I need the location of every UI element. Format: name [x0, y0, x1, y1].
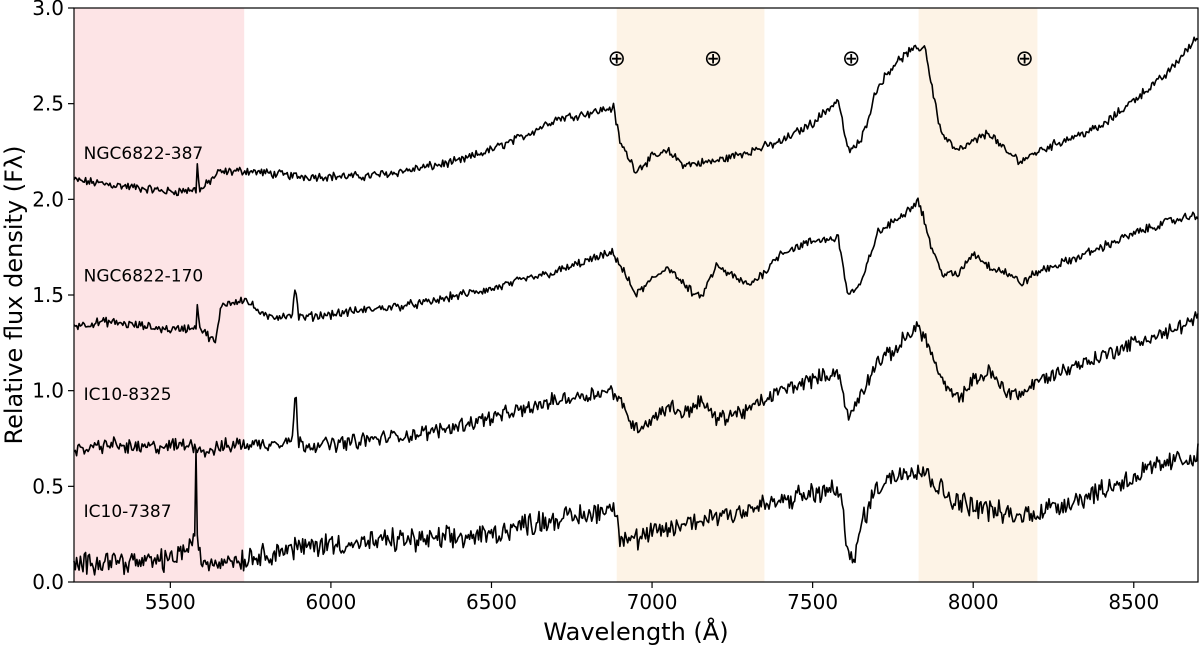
x-tick-label: 6500 [466, 590, 517, 614]
y-tick-label: 3.0 [32, 0, 64, 20]
shaded-regions [74, 8, 1038, 582]
spectrum-line-1 [73, 36, 1199, 197]
spectrum-line-3 [73, 311, 1199, 458]
series-label-4: IC10-7387 [84, 502, 172, 522]
shaded-region-1 [74, 8, 245, 582]
shaded-region-2 [616, 8, 765, 582]
spectrum-line-4 [73, 443, 1199, 576]
y-tick-label: 2.0 [32, 187, 64, 211]
x-tick-label: 5500 [145, 590, 196, 614]
spectrum-line-2 [73, 197, 1199, 344]
telluric-marker-2: ⊕ [704, 47, 722, 72]
y-tick-label: 0.5 [32, 474, 64, 498]
x-axis-title: Wavelength (Å) [543, 617, 728, 646]
spectra-lines [73, 36, 1199, 576]
y-tick-label: 2.5 [32, 92, 64, 116]
y-tick-label: 1.0 [32, 379, 64, 403]
telluric-marker-3: ⊕ [842, 47, 860, 72]
telluric-marker-4: ⊕ [1015, 47, 1033, 72]
y-tick-label: 1.5 [32, 283, 64, 307]
x-tick-label: 8500 [1108, 590, 1159, 614]
telluric-markers: ⊕ ⊕ ⊕ ⊕ [608, 47, 1034, 72]
shaded-region-3 [918, 8, 1038, 582]
y-tick-label: 0.0 [32, 570, 64, 594]
x-tick-label: 7000 [627, 590, 678, 614]
series-label-1: NGC6822-387 [84, 144, 204, 164]
x-tick-label: 8000 [948, 590, 999, 614]
series-label-2: NGC6822-170 [84, 267, 204, 287]
telluric-marker-1: ⊕ [608, 47, 626, 72]
series-label-3: IC10-8325 [84, 385, 172, 405]
series-labels: NGC6822-387 NGC6822-170 IC10-8325 IC10-7387 [84, 144, 204, 522]
x-tick-label: 7500 [787, 590, 838, 614]
y-axis-title: Relative flux density (Fλ) [0, 146, 28, 445]
y-axis: 0.0 0.5 1.0 1.5 2.0 2.5 3.0 [32, 0, 74, 594]
x-axis: 5500 6000 6500 7000 7500 8000 8500 [145, 582, 1159, 614]
x-tick-label: 6000 [305, 590, 356, 614]
